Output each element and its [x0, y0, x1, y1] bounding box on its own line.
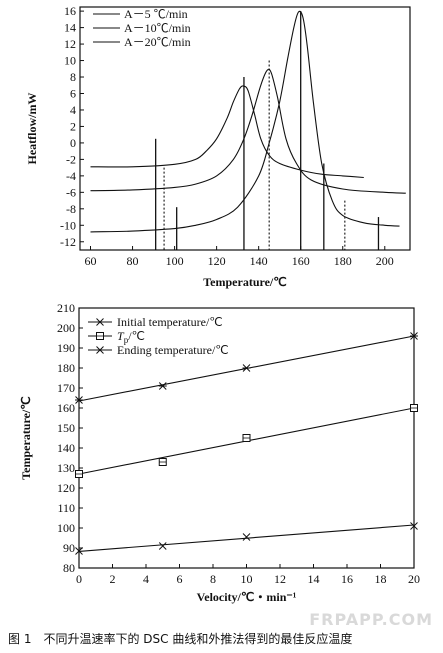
velocity-y-tick-label: 130 [57, 461, 75, 475]
data-point-square [242, 434, 251, 442]
velocity-x-tick-label: 10 [241, 572, 253, 586]
dsc-x-tick-label: 100 [166, 254, 184, 268]
dsc-y-tick-label: -10 [60, 218, 76, 232]
dsc-x-tick-label: 180 [334, 254, 352, 268]
dsc-y-tick-label: 14 [64, 21, 76, 35]
data-point-star [96, 346, 104, 354]
watermark: FRPAPP.COM [309, 610, 433, 629]
velocity-y-tick-label: 150 [57, 421, 75, 435]
velocity-legend-label: Initial temperature/℃ [117, 315, 223, 329]
velocity-x-tick-label: 14 [308, 572, 320, 586]
dsc-legend-label: A－10℃/min [124, 21, 191, 35]
data-point-star [410, 332, 418, 340]
dsc-x-tick-label: 200 [376, 254, 394, 268]
data-point-square [75, 470, 83, 478]
dsc-x-axis-label: Temperature/℃ [203, 275, 286, 289]
dsc-x-ticks: 60 80 100 120 140 160 180 200 [85, 246, 394, 268]
data-point-x [96, 318, 104, 326]
dsc-y-tick-label: 8 [70, 70, 76, 84]
velocity-x-tick-label: 20 [408, 572, 420, 586]
velocity-x-tick-label: 18 [375, 572, 387, 586]
dsc-y-tick-label: -4 [66, 169, 76, 183]
velocity-y-tick-label: 160 [57, 401, 75, 415]
figure-caption: 图 1 不同升温速率下的 DSC 曲线和外推法得到的最佳反应温度 [8, 632, 353, 646]
velocity-y-tick-label: 190 [57, 341, 75, 355]
dsc-series-line-2 [90, 68, 406, 194]
velocity-x-axis-label: Velocity/℃・min⁻¹ [197, 590, 297, 604]
dsc-y-tick-label: -12 [60, 235, 76, 249]
velocity-x-tick-label: 8 [210, 572, 216, 586]
dsc-legend-label: A－20℃/min [124, 35, 191, 49]
velocity-y-tick-label: 80 [63, 561, 75, 575]
velocity-x-ticks: 0 2 4 6 8 10 12 14 16 18 20 [76, 564, 420, 586]
dsc-y-tick-label: -2 [66, 152, 76, 166]
dsc-y-tick-label: 0 [70, 136, 76, 150]
dsc-chart: 60 80 100 120 140 160 180 200 -12 -10 -8 -6 -4 -2 0 2 4… [25, 4, 411, 289]
dsc-series-line-3 [90, 10, 400, 233]
data-point-square [158, 458, 167, 466]
dsc-legend-label: A－5 ℃/min [124, 7, 188, 21]
dsc-x-tick-label: 80 [127, 254, 139, 268]
data-point-x [75, 547, 83, 555]
data-point-star [158, 382, 167, 390]
dsc-x-tick-label: 60 [85, 254, 97, 268]
data-point-x [242, 533, 251, 541]
dsc-y-tick-label: 2 [70, 119, 76, 133]
dsc-x-tick-label: 120 [208, 254, 226, 268]
dsc-y-axis-label: Heatflow/mW [25, 93, 39, 165]
dsc-series-line-1 [90, 85, 364, 179]
velocity-temperature-chart: 0 2 4 6 8 10 12 14 16 18 20 80 90 100 110 120 130 140 150… [19, 301, 420, 604]
velocity-y-tick-label: 200 [57, 321, 75, 335]
dsc-y-tick-label: -6 [66, 185, 76, 199]
velocity-y-ticks: 80 90 100 110 120 130 140 150 160 170 180 190 200 210 [57, 301, 83, 575]
velocity-y-axis-label: Temperature/℃ [19, 396, 33, 479]
velocity-y-tick-label: 210 [57, 301, 75, 315]
data-point-square [410, 404, 418, 412]
velocity-y-tick-label: 140 [57, 441, 75, 455]
velocity-y-tick-label: 90 [63, 541, 75, 555]
velocity-y-tick-label: 120 [57, 481, 75, 495]
data-point-square [96, 332, 104, 340]
velocity-x-tick-label: 12 [274, 572, 286, 586]
velocity-y-tick-label: 170 [57, 381, 75, 395]
dsc-y-tick-label: -8 [66, 202, 76, 216]
data-point-star [242, 364, 251, 372]
velocity-x-tick-label: 0 [76, 572, 82, 586]
velocity-legend-label: Ending temperature/℃ [117, 343, 229, 357]
velocity-fit-line-1 [78, 524, 415, 552]
velocity-y-tick-label: 100 [57, 521, 75, 535]
dsc-y-tick-label: 4 [70, 103, 76, 117]
velocity-y-tick-label: 110 [57, 501, 75, 515]
dsc-x-tick-label: 140 [250, 254, 268, 268]
velocity-x-tick-label: 16 [341, 572, 353, 586]
velocity-x-tick-label: 6 [177, 572, 183, 586]
dsc-annotation-lines [155, 11, 380, 250]
dsc-y-tick-label: 16 [64, 4, 76, 18]
velocity-series-lines [75, 332, 418, 555]
velocity-y-tick-label: 180 [57, 361, 75, 375]
dsc-y-ticks: -12 -10 -8 -6 -4 -2 0 2 4 6 8 10 12 14 16 [60, 4, 84, 249]
velocity-legend-label: Tp/℃ [117, 329, 145, 345]
dsc-plot-frame [79, 6, 411, 251]
velocity-x-tick-label: 2 [110, 572, 116, 586]
velocity-x-tick-label: 4 [143, 572, 149, 586]
data-point-star [75, 396, 83, 404]
dsc-y-tick-label: 6 [70, 86, 76, 100]
dsc-y-tick-label: 10 [64, 54, 76, 68]
data-point-x [410, 522, 418, 530]
dsc-series-lines [90, 10, 406, 233]
dsc-y-tick-label: 12 [64, 37, 76, 51]
dsc-x-tick-label: 160 [292, 254, 310, 268]
data-point-x [158, 542, 167, 550]
